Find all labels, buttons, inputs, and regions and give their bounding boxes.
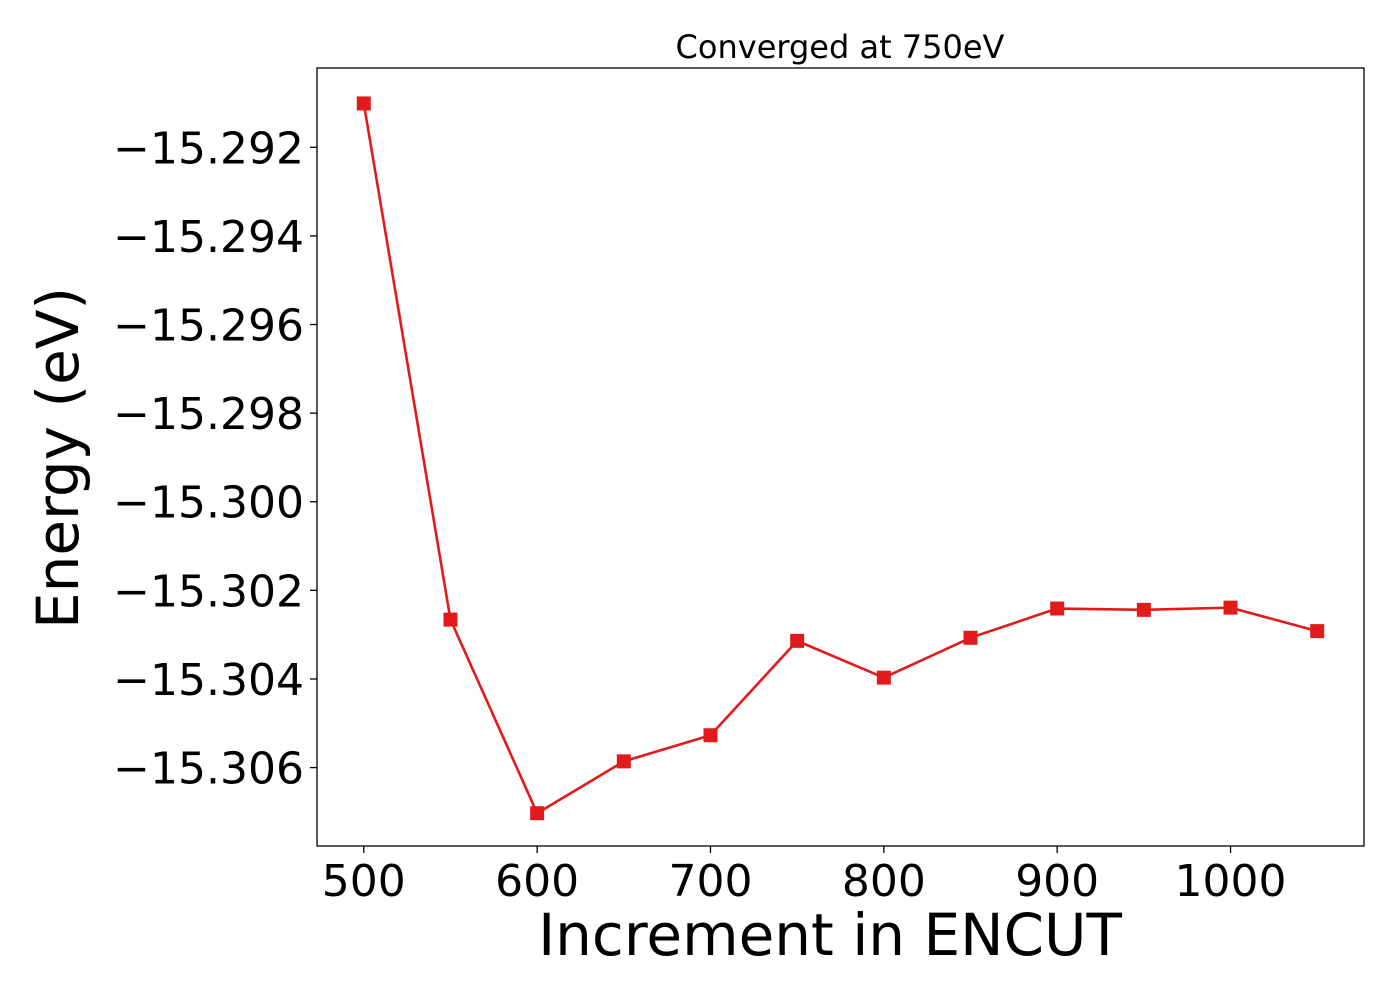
y-tick-label: −15.306 bbox=[113, 744, 304, 795]
y-tick-label: −15.294 bbox=[113, 212, 304, 263]
y-axis-label: Energy (eV) bbox=[24, 287, 92, 629]
x-tick-label: 900 bbox=[1015, 856, 1099, 907]
data-point-marker bbox=[356, 96, 371, 111]
data-point-marker bbox=[963, 630, 978, 645]
data-point-marker bbox=[876, 670, 891, 685]
x-tick-label: 700 bbox=[668, 856, 752, 907]
y-tick-label: −15.300 bbox=[113, 478, 304, 529]
x-tick-label: 1000 bbox=[1175, 856, 1287, 907]
series-layer bbox=[356, 96, 1325, 821]
y-tick-label: −15.304 bbox=[113, 655, 304, 706]
plot-area-frame bbox=[316, 67, 1365, 847]
y-tick-label: −15.298 bbox=[113, 389, 304, 440]
y-axis-ticks: −15.306 −15.304 −15.302 −15.300 −15.298 −15.2… bbox=[113, 123, 317, 795]
data-point-marker bbox=[703, 728, 718, 743]
x-axis-label: Increment in ENCUT bbox=[538, 901, 1122, 969]
data-point-marker bbox=[1136, 602, 1151, 617]
y-tick-label: −15.296 bbox=[113, 301, 304, 352]
y-tick-label: −15.292 bbox=[113, 123, 304, 174]
y-tick-label: −15.302 bbox=[113, 566, 304, 617]
x-tick-label: 600 bbox=[495, 856, 579, 907]
x-tick-label: 500 bbox=[322, 856, 406, 907]
data-point-marker bbox=[616, 754, 631, 769]
x-axis-ticks: 500 600 700 800 900 1000 bbox=[322, 846, 1287, 907]
data-point-marker bbox=[1223, 600, 1238, 615]
series-line bbox=[362, 103, 1318, 815]
data-point-marker bbox=[1050, 601, 1065, 616]
data-point-marker bbox=[1310, 624, 1325, 639]
chart-title: Converged at 750eV bbox=[676, 28, 1005, 66]
x-tick-label: 800 bbox=[842, 856, 926, 907]
data-point-marker bbox=[530, 806, 545, 821]
data-point-marker bbox=[443, 612, 458, 627]
data-point-marker bbox=[790, 633, 805, 648]
